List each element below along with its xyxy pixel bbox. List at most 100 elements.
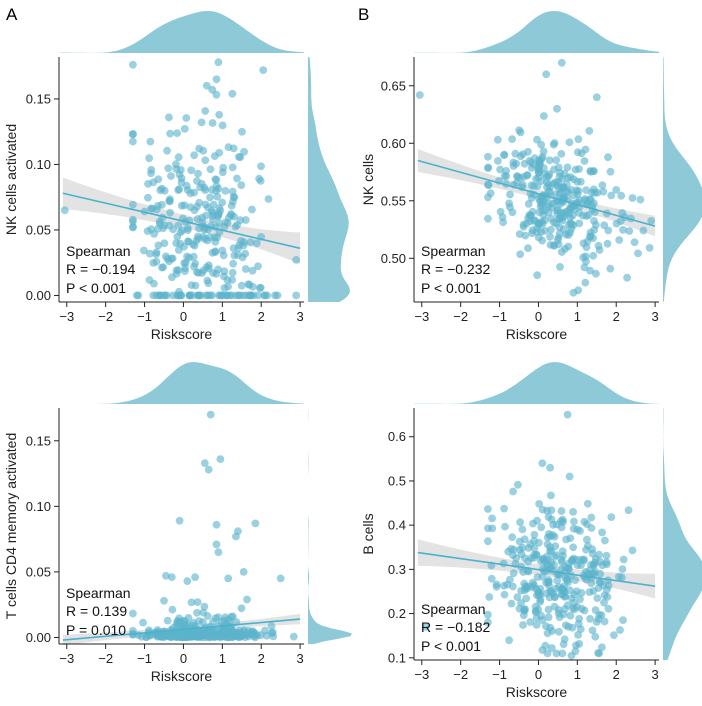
scatter-point <box>201 156 210 165</box>
scatter-point <box>174 153 183 162</box>
scatter-point <box>233 174 241 183</box>
scatter-point <box>530 551 539 559</box>
scatter-point <box>183 226 192 235</box>
scatter-point <box>544 202 553 211</box>
scatter-point <box>518 180 527 189</box>
regression-line <box>62 192 301 250</box>
scatter-point <box>547 491 555 500</box>
scatter-point <box>520 586 529 595</box>
scatter-point <box>485 593 494 601</box>
x-tick-label: −3 <box>414 667 429 682</box>
scatter-point <box>252 239 261 248</box>
scatter-point <box>484 214 492 223</box>
scatter-point <box>182 114 191 122</box>
scatter-point <box>516 250 525 259</box>
scatter-point <box>149 291 158 300</box>
scatter-point <box>562 187 571 196</box>
scatter-point <box>239 631 248 640</box>
scatter-point <box>575 219 584 228</box>
scatter-point <box>582 186 590 195</box>
scatter-point <box>580 263 589 272</box>
scatter-point <box>508 208 517 217</box>
scatter-point <box>567 594 576 603</box>
scatter-point <box>554 606 563 614</box>
scatter-point <box>193 608 201 617</box>
stat-method-label: Spearman <box>66 585 131 601</box>
scatter-point <box>639 226 648 235</box>
scatter-point <box>569 543 578 552</box>
scatter-point <box>606 264 615 273</box>
scatter-point <box>193 177 201 185</box>
scatter-point <box>592 93 601 102</box>
scatter-point <box>206 193 214 202</box>
scatter-point <box>546 543 554 551</box>
y-tick-label: 0.50 <box>381 251 406 266</box>
scatter-point <box>614 572 623 581</box>
scatter-point <box>536 598 544 606</box>
scatter-point <box>484 537 492 546</box>
stat-method-label: Spearman <box>421 601 486 617</box>
scatter-point <box>212 187 220 195</box>
scatter-point <box>499 559 508 568</box>
scatter-point <box>541 226 549 235</box>
x-marginal-density <box>414 362 659 404</box>
scatter-point <box>229 197 237 206</box>
scatter-point <box>586 615 594 623</box>
scatter-point <box>600 598 608 607</box>
scatter-point <box>214 548 223 557</box>
scatter-point <box>600 617 609 626</box>
scatter-point <box>612 186 621 194</box>
scatter-points <box>421 410 637 660</box>
scatter-point <box>594 584 603 592</box>
scatter-point <box>573 525 582 534</box>
x-tick-label: 2 <box>613 309 620 324</box>
scatter-points <box>129 410 298 642</box>
y-tick-label: 0.5 <box>388 473 406 488</box>
scatter-point <box>579 253 588 262</box>
scatter-point <box>550 560 558 569</box>
scatter-point <box>189 252 198 261</box>
x-axis-label: Riskscore <box>506 684 568 700</box>
scatter-point <box>543 561 552 570</box>
scatter-point <box>486 189 495 198</box>
scatter-point <box>557 523 566 532</box>
panel-b-cells: −3 −2 −1 0 1 2 3 0.1 0.2 0.3 0.4 0.5 0.6 Riskscore B c… <box>360 362 702 700</box>
scatter-point <box>240 147 249 156</box>
scatter-point <box>224 143 233 152</box>
scatter-point <box>537 201 546 210</box>
scatter-point <box>147 169 155 178</box>
scatter-point <box>140 246 148 255</box>
scatter-point <box>591 632 600 641</box>
scatter-point <box>154 241 163 250</box>
scatter-point <box>185 291 194 300</box>
x-tick-label: 0 <box>180 309 187 324</box>
scatter-point <box>512 554 521 563</box>
scatter-point <box>528 583 537 591</box>
y-tick-label: 0.05 <box>26 564 51 579</box>
scatter-point <box>577 589 586 597</box>
scatter-point <box>174 221 183 230</box>
scatter-point <box>202 81 211 90</box>
scatter-point <box>505 636 513 645</box>
scatter-point <box>505 199 513 208</box>
scatter-points <box>415 58 656 297</box>
scatter-point <box>149 259 158 267</box>
y-axis-label: NK cells activated <box>3 124 19 235</box>
scatter-point <box>528 229 536 238</box>
scatter-point <box>597 611 606 619</box>
scatter-point <box>544 605 553 614</box>
scatter-point <box>199 608 208 617</box>
scatter-point <box>232 532 240 541</box>
scatter-point <box>566 534 575 543</box>
scatter-point <box>129 200 137 209</box>
scatter-point <box>147 225 156 234</box>
y-tick-label: 0.15 <box>26 91 51 106</box>
scatter-point <box>508 135 516 144</box>
scatter-point <box>555 627 563 636</box>
scatter-point <box>533 271 542 280</box>
y-marginal-density <box>308 408 352 644</box>
scatter-point <box>516 518 524 527</box>
scatter-point <box>238 127 246 136</box>
scatter-point <box>208 211 217 220</box>
scatter-point <box>557 150 566 158</box>
